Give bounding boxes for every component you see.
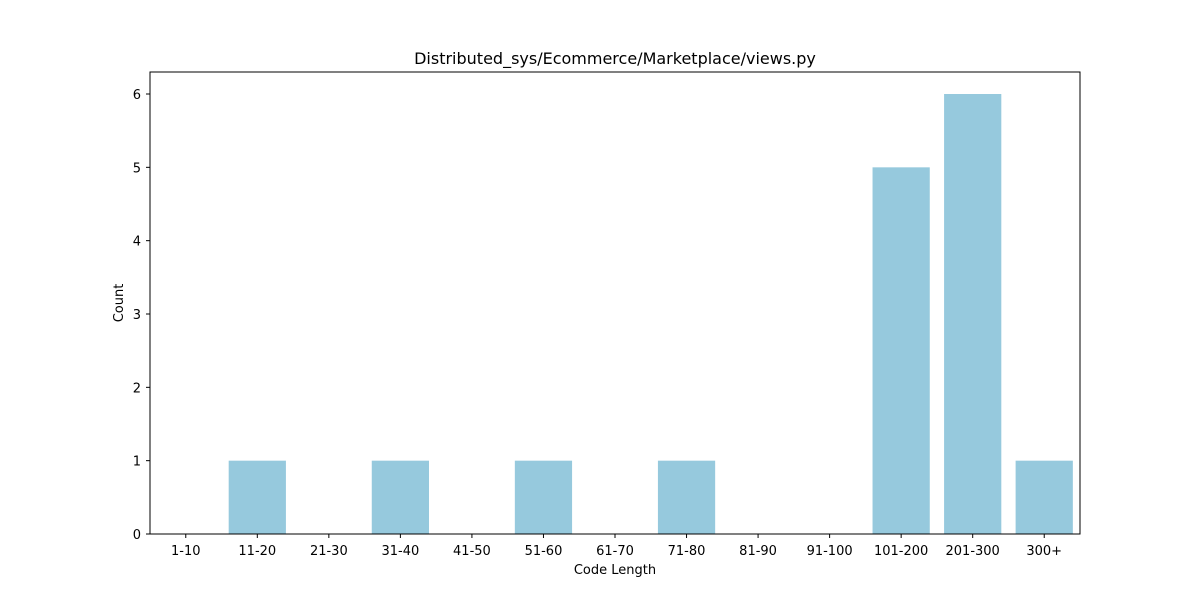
x-tick-label: 21-30 xyxy=(310,544,348,559)
bar-71-80 xyxy=(657,460,716,534)
x-axis-ticks: 1-10 11-20 21-30 31-40 41-50 51-60 61-70 71-80 8… xyxy=(171,534,1062,559)
bars-layer xyxy=(228,94,1073,535)
y-tick-label: 5 xyxy=(133,161,141,176)
y-axis-label: Count xyxy=(112,284,127,323)
bar-300+ xyxy=(1015,460,1073,534)
y-tick-label: 6 xyxy=(133,88,141,103)
bar-201-300 xyxy=(944,94,1002,534)
y-tick-label: 3 xyxy=(133,308,141,323)
y-tick-label: 4 xyxy=(133,235,141,250)
x-tick-label: 41-50 xyxy=(453,544,491,559)
x-axis-label: Code Length xyxy=(574,563,656,578)
chart-title: Distributed_sys/Ecommerce/Marketplace/vi… xyxy=(414,49,816,69)
y-tick-label: 1 xyxy=(133,455,141,470)
bar-101-200 xyxy=(872,167,930,535)
x-tick-label: 201-300 xyxy=(946,544,1000,559)
x-tick-label: 300+ xyxy=(1026,544,1062,559)
x-tick-label: 11-20 xyxy=(238,544,276,559)
y-tick-label: 2 xyxy=(133,381,141,396)
x-tick-label: 101-200 xyxy=(874,544,928,559)
x-tick-label: 31-40 xyxy=(381,544,419,559)
y-tick-label: 0 xyxy=(133,528,141,543)
x-tick-label: 1-10 xyxy=(171,544,201,559)
bar-31-40 xyxy=(371,460,429,534)
x-tick-label: 61-70 xyxy=(596,544,634,559)
plot-frame xyxy=(149,71,1081,535)
bar-51-60 xyxy=(514,460,573,534)
x-tick-label: 51-60 xyxy=(525,544,563,559)
x-tick-label: 91-100 xyxy=(807,544,853,559)
x-tick-label: 71-80 xyxy=(668,544,706,559)
bar-11-20 xyxy=(228,460,286,534)
x-tick-label: 81-90 xyxy=(739,544,777,559)
y-axis-ticks: 0 1 2 3 4 5 6 xyxy=(133,88,150,543)
